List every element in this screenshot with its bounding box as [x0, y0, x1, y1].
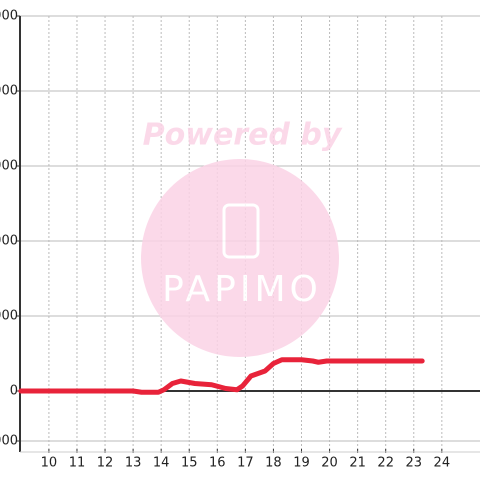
y-tick-label: 60,000 [0, 234, 18, 249]
x-tick-label: 20 [321, 456, 338, 471]
x-tick-label: 12 [97, 456, 114, 471]
x-tick-label: 18 [265, 456, 282, 471]
y-tick-label: 120,000 [0, 84, 18, 99]
x-tick-label: 22 [377, 456, 394, 471]
x-tick-label: 24 [434, 456, 451, 471]
x-tick-label: 16 [209, 456, 226, 471]
y-tick-label: 90,000 [0, 159, 18, 174]
y-tick-label: 0 [10, 384, 18, 399]
y-tick-label: 150,000 [0, 9, 18, 24]
x-tick-label: 15 [181, 456, 198, 471]
watermark: Powered by PAPIMO [141, 118, 343, 357]
line [18, 357, 425, 395]
x-tick-label: 21 [349, 456, 366, 471]
x-tick-label: 14 [153, 456, 170, 471]
x-tick-label: 19 [293, 456, 310, 471]
x-tick-label: 10 [41, 456, 58, 471]
watermark-text: Powered by [143, 118, 343, 153]
x-tick-label: 13 [125, 456, 142, 471]
y-tick-label: -20,000 [0, 434, 18, 449]
y-tick-label: 30,000 [0, 309, 18, 324]
grid [20, 15, 480, 452]
watermark-icon [222, 203, 260, 259]
x-tick-label: 17 [237, 456, 254, 471]
x-tick-label: 23 [405, 456, 422, 471]
x-tick-label: 11 [69, 456, 86, 471]
watermark-logo: PAPIMO [162, 269, 322, 310]
